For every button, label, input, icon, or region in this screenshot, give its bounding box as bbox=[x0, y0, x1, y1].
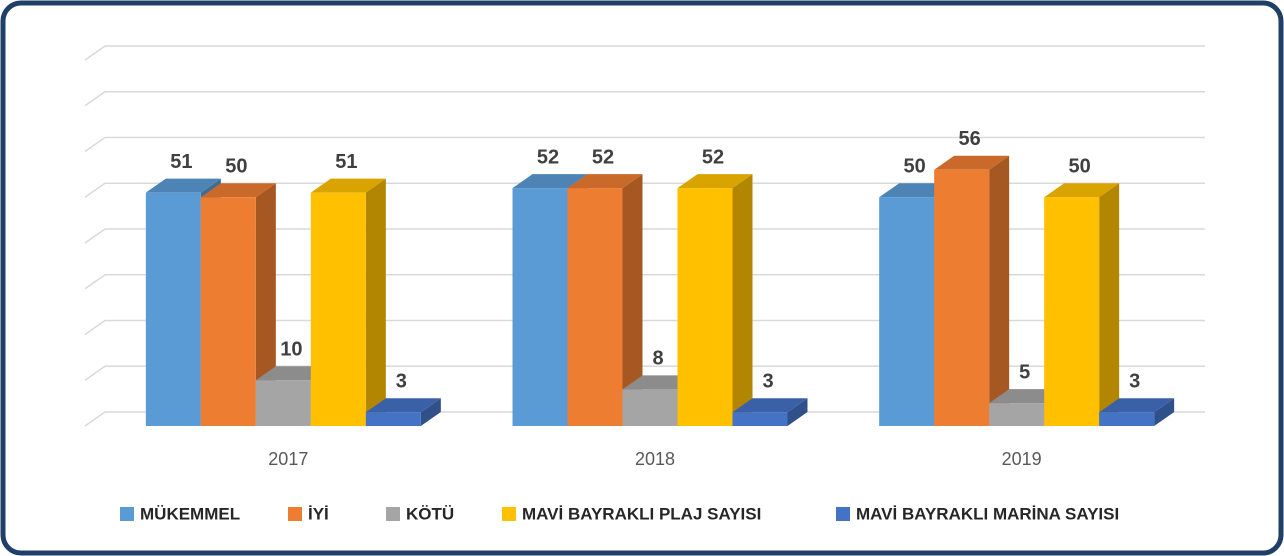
grid-line bbox=[84, 411, 1205, 427]
grid-line bbox=[84, 91, 1205, 107]
legend-label: MÜKEMMEL bbox=[140, 504, 240, 523]
value-label: 3 bbox=[1129, 371, 1140, 393]
legend-swatch bbox=[836, 507, 850, 521]
bar-top bbox=[512, 174, 588, 189]
legend-swatch bbox=[502, 507, 516, 521]
bar-side bbox=[622, 174, 643, 426]
legend-swatch bbox=[386, 507, 400, 521]
value-label: 52 bbox=[592, 146, 614, 168]
legend-swatch bbox=[288, 507, 302, 521]
value-label: 3 bbox=[396, 371, 407, 393]
bar bbox=[365, 412, 421, 426]
grid-line bbox=[84, 45, 1205, 61]
bar-side bbox=[1099, 183, 1120, 426]
bar-side bbox=[420, 398, 441, 426]
legend-label: İYİ bbox=[308, 504, 329, 523]
x-tick-label: 2017 bbox=[268, 449, 308, 469]
bar bbox=[934, 169, 990, 427]
legend-label: MAVİ BAYRAKLI MARİNA SAYISI bbox=[856, 504, 1119, 523]
bar-top bbox=[567, 174, 643, 189]
bar bbox=[200, 197, 256, 426]
value-label: 51 bbox=[335, 151, 357, 173]
grid-line bbox=[84, 182, 1205, 198]
value-label: 50 bbox=[225, 156, 247, 178]
bar bbox=[567, 188, 623, 426]
bar-top bbox=[934, 155, 1010, 170]
grid-line bbox=[84, 365, 1205, 381]
grid-line bbox=[84, 228, 1205, 244]
bar bbox=[255, 380, 311, 426]
legend-label: MAVİ BAYRAKLI PLAJ SAYISI bbox=[522, 504, 761, 523]
legend-swatch bbox=[120, 507, 134, 521]
bar-top bbox=[200, 183, 276, 198]
grid-line bbox=[84, 274, 1205, 290]
bar bbox=[145, 192, 201, 426]
bar bbox=[879, 197, 935, 426]
grid-line bbox=[84, 319, 1205, 336]
value-label: 10 bbox=[280, 339, 302, 361]
value-label: 50 bbox=[904, 156, 926, 178]
grid-line bbox=[84, 136, 1205, 153]
bar bbox=[677, 188, 733, 426]
legend-label: KÖTÜ bbox=[406, 504, 454, 523]
value-label: 50 bbox=[1069, 156, 1091, 178]
bar bbox=[310, 192, 366, 426]
bar-top bbox=[365, 398, 441, 413]
value-label: 8 bbox=[652, 348, 663, 370]
value-label: 51 bbox=[170, 151, 192, 173]
bar-side bbox=[787, 398, 808, 426]
bar-top bbox=[145, 178, 221, 193]
bar-top bbox=[1044, 183, 1120, 198]
bar bbox=[622, 389, 678, 426]
bar bbox=[512, 188, 568, 426]
bar-side bbox=[255, 183, 276, 426]
bar bbox=[1044, 197, 1100, 426]
bar-side bbox=[365, 178, 386, 426]
bar-side bbox=[1154, 398, 1175, 426]
bar-top bbox=[677, 174, 753, 189]
value-label: 5 bbox=[1019, 361, 1030, 383]
value-label: 52 bbox=[702, 146, 724, 168]
value-label: 3 bbox=[762, 371, 773, 393]
bar-top bbox=[1099, 398, 1175, 413]
bar bbox=[732, 412, 788, 426]
bar-side bbox=[732, 174, 753, 426]
bar-side bbox=[989, 155, 1010, 427]
value-label: 52 bbox=[537, 146, 559, 168]
x-tick-label: 2019 bbox=[1002, 449, 1042, 469]
x-tick-label: 2018 bbox=[635, 449, 675, 469]
bar-top bbox=[310, 178, 386, 193]
value-label: 56 bbox=[959, 128, 981, 150]
bar bbox=[1099, 412, 1155, 426]
bar-top bbox=[732, 398, 808, 413]
bar bbox=[989, 403, 1045, 426]
